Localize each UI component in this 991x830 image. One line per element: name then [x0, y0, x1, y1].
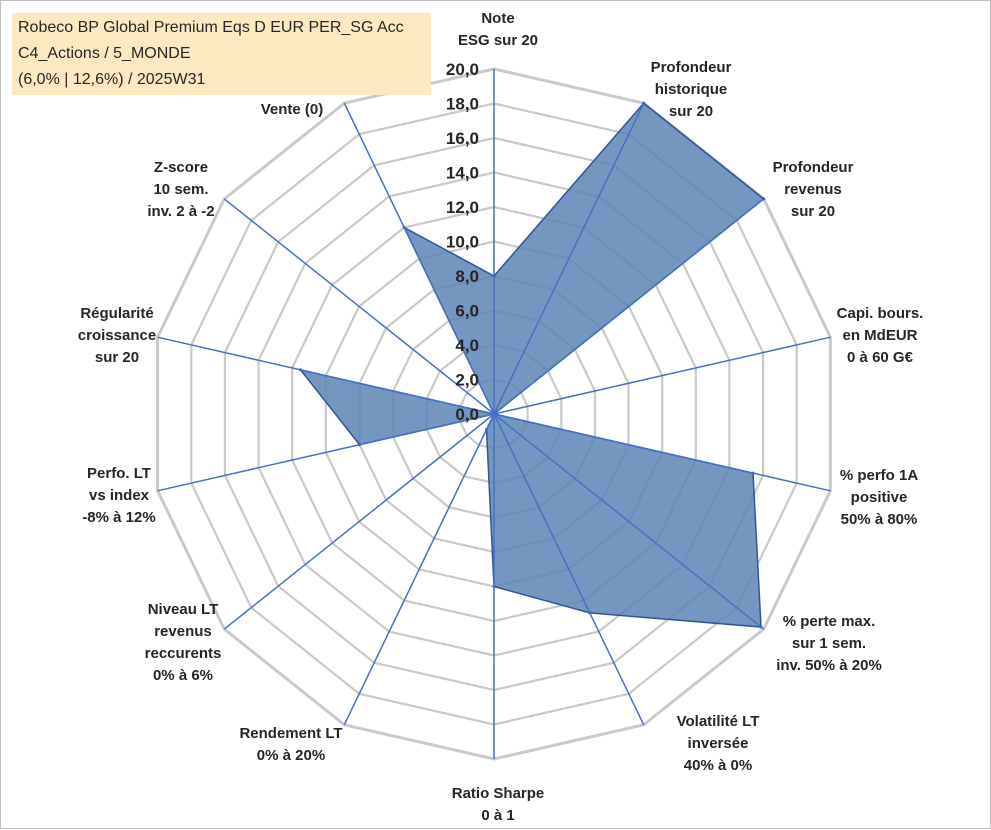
axis-label-8: 0% à 20% [257, 747, 325, 764]
axis-label-3: 0 à 60 G€ [847, 349, 914, 366]
axis-label-2: revenus [784, 181, 842, 198]
tick-label: 16,0 [446, 129, 479, 148]
spoke-4 [493, 413, 831, 492]
axis-label-4: % perfo 1A [840, 467, 919, 484]
axis-label-1: Profondeur [651, 59, 732, 76]
axis-label-7: Ratio Sharpe [452, 785, 545, 802]
axis-label-3: Capi. bours. [837, 305, 924, 322]
axis-label-2: Profondeur [773, 159, 854, 176]
axis-label-11: croissance [78, 327, 156, 344]
axis-label-5: % perte max. [783, 613, 876, 630]
axis-label-7: 0 à 1 [481, 807, 514, 824]
axis-label-9: Niveau LT [148, 601, 219, 618]
tick-label: 2,0 [455, 371, 479, 390]
tick-label: 12,0 [446, 198, 479, 217]
tick-label: 0,0 [455, 405, 479, 424]
chart-title-box: Robeco BP Global Premium Eqs D EUR PER_S… [12, 13, 431, 95]
axis-label-5: inv. 50% à 20% [776, 657, 882, 674]
axis-label-13: Vente (0) [261, 101, 324, 118]
axis-label-10: Perfo. LT [87, 465, 151, 482]
axis-label-4: 50% à 80% [841, 511, 918, 528]
spoke-12 [223, 198, 495, 415]
axis-label-9: 0% à 6% [153, 667, 213, 684]
axis-label-3: en MdEUR [843, 327, 918, 344]
spoke-1 [493, 102, 645, 415]
tick-label: 14,0 [446, 164, 479, 183]
axis-label-4: positive [851, 489, 908, 506]
spoke-10 [157, 413, 495, 492]
axis-label-11: Régularité [80, 305, 153, 322]
axis-label-12: inv. 2 à -2 [147, 203, 214, 220]
spoke-6 [493, 413, 645, 726]
axis-label-8: Rendement LT [239, 725, 342, 742]
tick-label: 18,0 [446, 95, 479, 114]
axis-label-0: Note [481, 10, 514, 27]
axis-label-5: sur 1 sem. [792, 635, 866, 652]
tick-label: 20,0 [446, 60, 479, 79]
axis-label-12: Z-score [154, 159, 208, 176]
spoke-5 [493, 413, 765, 630]
axis-label-6: inversée [688, 735, 749, 752]
axis-label-0: ESG sur 20 [458, 32, 538, 49]
tick-label: 6,0 [455, 302, 479, 321]
axis-label-9: reccurents [145, 645, 222, 662]
tick-label: 10,0 [446, 233, 479, 252]
spoke-9 [223, 413, 495, 630]
axis-label-10: -8% à 12% [82, 509, 155, 526]
axis-label-11: sur 20 [95, 349, 139, 366]
spoke-11 [157, 336, 495, 415]
axis-label-1: sur 20 [669, 103, 713, 120]
spoke-8 [343, 413, 495, 726]
axis-label-2: sur 20 [791, 203, 835, 220]
radial-ticks: 0,0 2,0 4,0 6,0 8,0 10,0 12,0 14,0 16,0 18,0 20,0 [446, 60, 479, 424]
axis-label-12: 10 sem. [153, 181, 208, 198]
tick-label: 8,0 [455, 267, 479, 286]
tick-label: 4,0 [455, 336, 479, 355]
chart-title-line-2: C4_Actions / 5_MONDE [18, 45, 191, 62]
chart-title-line-1: Robeco BP Global Premium Eqs D EUR PER_S… [18, 19, 404, 36]
axis-label-6: 40% à 0% [684, 757, 752, 774]
chart-title-line-3: (6,0% | 12,6%) / 2025W31 [18, 71, 206, 88]
spoke-2 [493, 198, 765, 415]
axis-label-1: historique [655, 81, 728, 98]
axis-label-6: Volatilité LT [677, 713, 760, 730]
radar-spokes [157, 69, 831, 759]
spoke-13 [343, 102, 495, 415]
spoke-3 [493, 336, 831, 415]
axis-label-10: vs index [89, 487, 150, 504]
axis-label-9: revenus [154, 623, 212, 640]
